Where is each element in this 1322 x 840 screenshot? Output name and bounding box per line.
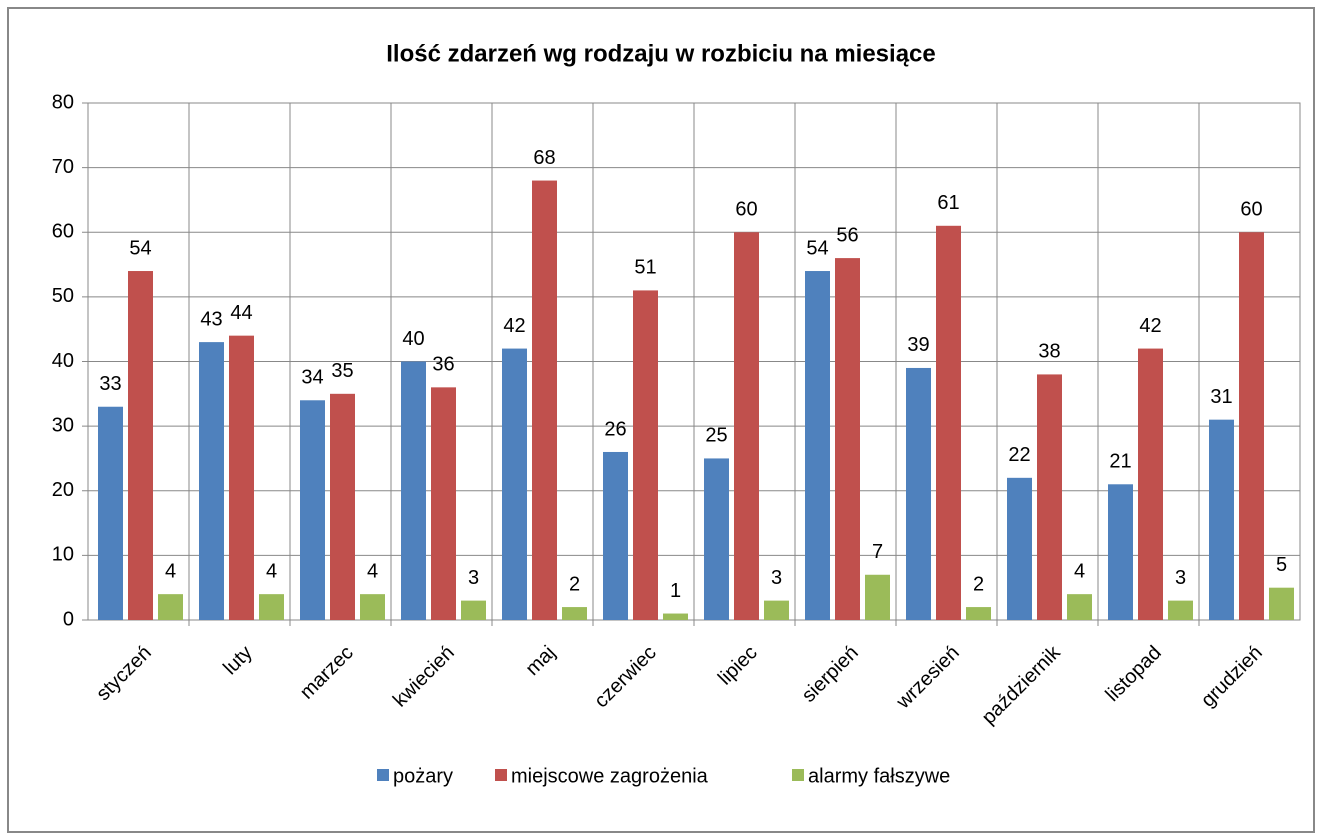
bar [1007,477,1032,620]
bar [401,361,426,620]
bar [360,594,385,620]
value-label: 4 [1074,560,1085,582]
bar [906,367,931,620]
y-tick-label: 50 [52,285,74,307]
value-label: 3 [1175,567,1186,589]
y-tick-label: 70 [52,156,74,178]
legend-swatch [377,769,389,781]
chart-title: Ilość zdarzeń wg rodzaju w rozbiciu na m… [386,40,935,67]
value-label: 43 [200,308,222,330]
value-label: 60 [1240,199,1262,221]
legend-swatch [792,769,804,781]
value-label: 22 [1008,444,1030,466]
bar [734,232,759,620]
bar [1037,374,1062,620]
y-tick-label: 10 [52,544,74,566]
bar [805,271,830,620]
value-label: 35 [331,360,353,382]
value-label: 25 [705,425,727,447]
bar [1067,594,1092,620]
legend-label: miejscowe zagrożenia [511,765,709,787]
value-label: 60 [735,199,757,221]
bar [936,225,961,620]
value-label: 2 [569,573,580,595]
bar [300,400,325,620]
value-label: 26 [604,418,626,440]
value-label: 36 [432,354,454,376]
bar [128,271,153,620]
bar [1108,484,1133,620]
bar [431,387,456,620]
value-label: 42 [503,315,525,337]
bar [603,451,628,620]
value-label: 44 [230,302,252,324]
bar [865,574,890,620]
value-label: 39 [907,334,929,356]
value-label: 54 [129,237,151,259]
value-label: 40 [402,328,424,350]
bar [562,607,587,620]
bar [330,393,355,620]
value-label: 4 [165,560,176,582]
legend-swatch [495,769,507,781]
y-tick-label: 60 [52,221,74,243]
value-label: 54 [806,237,828,259]
value-label: 1 [670,580,681,602]
value-label: 68 [533,147,555,169]
bar [1209,419,1234,620]
value-label: 56 [836,224,858,246]
bar [704,458,729,620]
bar [532,180,557,621]
value-label: 21 [1109,451,1131,473]
value-label: 5 [1276,554,1287,576]
value-label: 51 [634,257,656,279]
bar [764,600,789,620]
bar [98,406,123,620]
bar [1138,348,1163,620]
chart-border [7,7,1315,833]
y-tick-label: 40 [52,350,74,372]
bar [502,348,527,620]
value-label: 42 [1139,315,1161,337]
value-label: 33 [99,373,121,395]
value-label: 61 [937,192,959,214]
bar [158,594,183,620]
bar [461,600,486,620]
bar [259,594,284,620]
bar [1168,600,1193,620]
y-tick-label: 80 [52,91,74,113]
value-label: 2 [973,573,984,595]
value-label: 31 [1210,386,1232,408]
value-label: 7 [872,541,883,563]
legend-label: pożary [393,765,453,787]
y-tick-label: 20 [52,479,74,501]
bar [966,607,991,620]
value-label: 34 [301,367,323,389]
bar [633,290,658,620]
value-label: 4 [367,560,378,582]
bar [199,342,224,620]
bar [229,335,254,620]
bar [663,613,688,620]
bar [835,258,860,620]
value-label: 38 [1038,341,1060,363]
value-label: 4 [266,560,277,582]
y-tick-label: 30 [52,414,74,436]
legend-label: alarmy fałszywe [808,765,950,787]
value-label: 3 [468,567,479,589]
y-tick-label: 0 [63,608,74,630]
bar [1239,232,1264,620]
bar [1269,587,1294,620]
value-label: 3 [771,567,782,589]
